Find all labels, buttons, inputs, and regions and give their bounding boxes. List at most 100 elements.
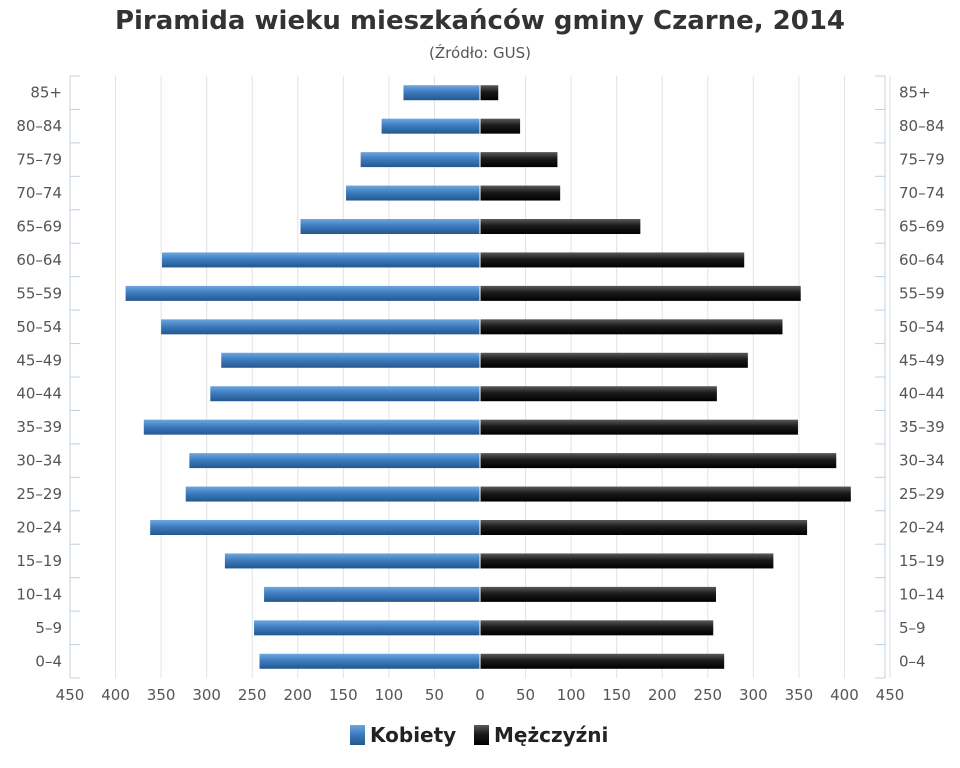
category-label-right: 65–69 [899, 218, 945, 236]
legend: Kobiety Mężczyźni [350, 723, 608, 747]
x-tick-label: 50 [425, 686, 444, 704]
bar-mezczyzni [480, 386, 717, 402]
bar-mezczyzni [480, 486, 851, 502]
category-label-right: 40–44 [899, 385, 945, 403]
bar-mezczyzni [480, 620, 714, 636]
bar-mezczyzni [480, 319, 783, 335]
category-label-left: 80–84 [16, 117, 62, 135]
category-label-left: 50–54 [16, 318, 62, 336]
category-label-right: 25–29 [899, 485, 945, 503]
category-label-right: 15–19 [899, 552, 945, 570]
category-label-left: 30–34 [16, 452, 62, 470]
category-label-left: 55–59 [16, 284, 62, 302]
category-label-right: 50–54 [899, 318, 945, 336]
bar-mezczyzni [480, 219, 641, 234]
x-tick-label: 50 [516, 686, 535, 704]
category-label-left: 25–29 [16, 485, 62, 503]
legend-kobiety-swatch [350, 725, 365, 745]
bar-mezczyzni [480, 185, 561, 201]
bar-kobiety [254, 620, 480, 636]
category-label-left: 85+ [30, 84, 62, 102]
category-label-left: 0–4 [35, 652, 62, 670]
bar-kobiety [185, 486, 480, 502]
bar-kobiety [403, 85, 480, 101]
category-label-left: 5–9 [35, 619, 62, 637]
x-tick-label: 150 [329, 686, 358, 704]
bar-kobiety [143, 419, 481, 435]
category-label-right: 35–39 [899, 418, 945, 436]
category-label-left: 65–69 [16, 218, 62, 236]
x-tick-label: 450 [876, 686, 905, 704]
x-tick-label: 250 [693, 686, 722, 704]
category-label-left: 70–74 [16, 184, 62, 202]
category-label-left: 35–39 [16, 418, 62, 436]
category-label-right: 20–24 [899, 519, 945, 537]
category-label-right: 85+ [899, 84, 931, 102]
x-tick-label: 150 [602, 686, 631, 704]
bar-mezczyzni [480, 252, 745, 268]
x-tick-label: 400 [830, 686, 859, 704]
bar-mezczyzni [480, 453, 837, 469]
category-label-left: 10–14 [16, 585, 62, 603]
bar-kobiety [189, 453, 480, 469]
bar-kobiety [360, 152, 480, 168]
category-label-left: 40–44 [16, 385, 62, 403]
bar-mezczyzni [480, 520, 808, 535]
x-tick-label: 0 [475, 686, 485, 704]
x-tick-label: 200 [283, 686, 312, 704]
category-label-right: 80–84 [899, 117, 945, 135]
bar-kobiety [150, 520, 480, 535]
bars [125, 85, 851, 669]
category-label-left: 20–24 [16, 519, 62, 537]
category-label-right: 60–64 [899, 251, 945, 269]
bar-mezczyzni [480, 85, 499, 101]
bar-mezczyzni [480, 285, 801, 301]
bar-kobiety [210, 386, 481, 402]
chart-subtitle: (Źródło: GUS) [429, 44, 531, 62]
bar-mezczyzni [480, 352, 748, 368]
bar-kobiety [346, 185, 480, 201]
x-tick-label: 350 [147, 686, 176, 704]
bar-kobiety [224, 553, 480, 569]
bar-mezczyzni [480, 653, 725, 669]
category-label-left: 60–64 [16, 251, 62, 269]
category-label-right: 5–9 [899, 619, 926, 637]
category-label-right: 55–59 [899, 284, 945, 302]
category-label-right: 0–4 [899, 652, 926, 670]
x-tick-label: 450 [56, 686, 85, 704]
category-label-right: 10–14 [899, 585, 945, 603]
bar-kobiety [259, 653, 480, 669]
bar-kobiety [221, 352, 480, 368]
category-label-right: 30–34 [899, 452, 945, 470]
x-tick-label: 300 [192, 686, 221, 704]
category-label-right: 45–49 [899, 351, 945, 369]
bar-kobiety [300, 219, 480, 234]
x-tick-label: 300 [739, 686, 768, 704]
chart-title: Piramida wieku mieszkańców gminy Czarne,… [114, 6, 846, 36]
x-tick-label: 250 [238, 686, 267, 704]
legend-kobiety-label: Kobiety [370, 723, 456, 747]
bar-kobiety [381, 118, 480, 134]
legend-mezczyzni-label: Mężczyźni [494, 723, 608, 747]
category-label-left: 75–79 [16, 151, 62, 169]
bar-kobiety [125, 285, 481, 301]
x-tick-label: 100 [557, 686, 586, 704]
bar-kobiety [162, 252, 480, 268]
x-tick-label: 200 [648, 686, 677, 704]
x-tick-label: 350 [785, 686, 814, 704]
category-label-left: 15–19 [16, 552, 62, 570]
x-tick-label: 100 [375, 686, 404, 704]
bar-mezczyzni [480, 152, 558, 168]
category-label-right: 70–74 [899, 184, 945, 202]
x-tick-label: 400 [101, 686, 130, 704]
bar-kobiety [264, 586, 480, 602]
bar-mezczyzni [480, 118, 521, 134]
legend-mezczyzni-swatch [474, 725, 489, 745]
category-label-left: 45–49 [16, 351, 62, 369]
bar-mezczyzni [480, 419, 798, 435]
bar-mezczyzni [480, 553, 774, 569]
bar-kobiety [161, 319, 480, 335]
bar-mezczyzni [480, 586, 716, 602]
category-label-right: 75–79 [899, 151, 945, 169]
